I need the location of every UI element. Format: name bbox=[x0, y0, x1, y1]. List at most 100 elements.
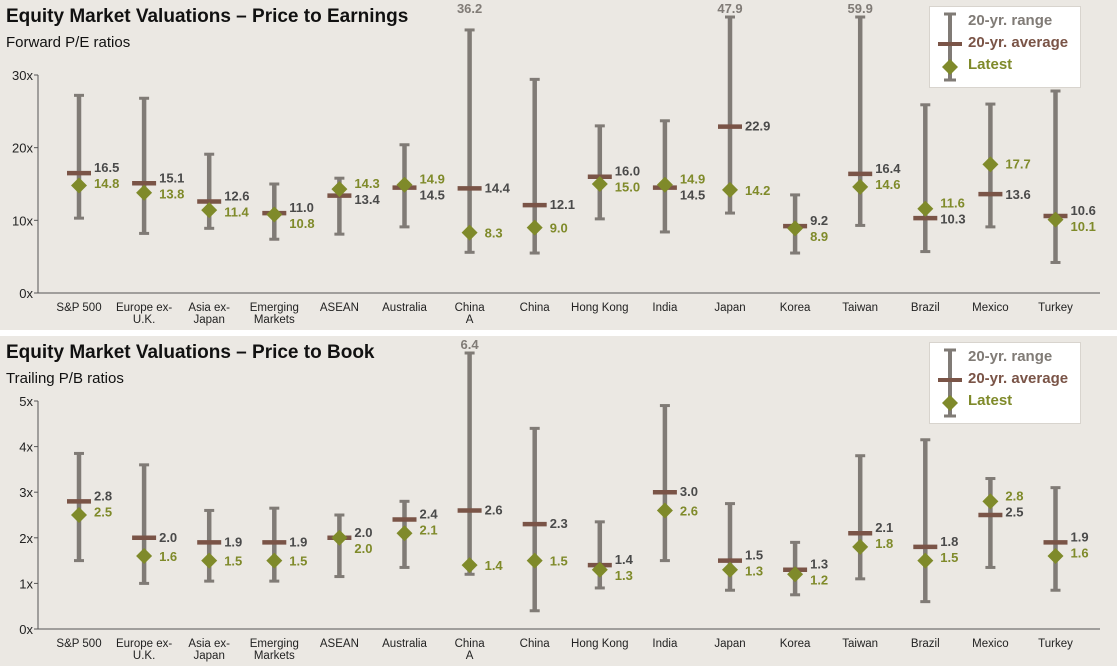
y-tick-label: 3x bbox=[19, 485, 33, 500]
average-label: 16.5 bbox=[94, 160, 119, 175]
average-label: 2.4 bbox=[420, 507, 439, 522]
category-label: Markets bbox=[254, 314, 295, 326]
average-label: 10.3 bbox=[940, 212, 965, 227]
average-label: 2.5 bbox=[1005, 504, 1023, 519]
average-label: 2.1 bbox=[875, 520, 893, 535]
average-label: 16.0 bbox=[615, 164, 640, 179]
legend-label-range: 20-yr. range bbox=[968, 348, 1053, 365]
category-label: Europe ex- bbox=[116, 638, 172, 650]
category-label: Australia bbox=[382, 638, 427, 650]
latest-marker bbox=[396, 176, 413, 193]
category-label: China bbox=[520, 638, 551, 650]
range-high-label: 36.2 bbox=[457, 1, 482, 16]
average-label: 3.0 bbox=[680, 484, 698, 499]
latest-label: 1.6 bbox=[1071, 545, 1089, 560]
category-label: Taiwan bbox=[842, 302, 878, 314]
latest-marker bbox=[331, 181, 348, 198]
range-whisker-icon bbox=[944, 348, 956, 369]
latest-marker bbox=[591, 561, 608, 578]
average-label: 14.5 bbox=[420, 188, 445, 203]
latest-marker bbox=[591, 176, 608, 192]
chart-title: Equity Market Valuations – Price to Book bbox=[6, 342, 375, 363]
category-label: Turkey bbox=[1038, 302, 1073, 314]
latest-marker bbox=[917, 200, 934, 217]
category-label: ASEAN bbox=[320, 302, 359, 314]
latest-label: 14.8 bbox=[94, 176, 119, 191]
average-label: 1.9 bbox=[224, 534, 242, 549]
category-label: A bbox=[466, 314, 474, 326]
y-tick-label: 2x bbox=[19, 531, 33, 546]
category-label: U.K. bbox=[133, 650, 155, 662]
category-label: India bbox=[652, 638, 678, 650]
latest-marker bbox=[1047, 211, 1064, 228]
latest-label: 13.8 bbox=[159, 186, 184, 201]
average-label: 2.0 bbox=[159, 530, 177, 545]
latest-marker bbox=[982, 156, 999, 173]
category-label: U.K. bbox=[133, 314, 155, 326]
latest-label: 1.2 bbox=[810, 573, 828, 588]
legend-item-range: 20-yr. range bbox=[930, 11, 1080, 33]
pe-chart-svg: 0x 10x 20x 30x 16.514.8 S&P 500 15.113.8 Europe… bbox=[12, 1, 1100, 326]
category-label: China bbox=[455, 638, 486, 650]
average-label: 1.4 bbox=[615, 552, 634, 567]
legend-item-average: 20-yr. average bbox=[930, 33, 1080, 55]
average-label: 11.0 bbox=[289, 200, 314, 215]
category-label: Asia ex- bbox=[188, 638, 230, 650]
latest-label: 1.3 bbox=[615, 568, 633, 583]
pe-chart-panel: Equity Market Valuations – Price to Earn… bbox=[0, 0, 1117, 330]
latest-marker bbox=[526, 219, 543, 236]
category-label: Brazil bbox=[911, 638, 940, 650]
category-label: Hong Kong bbox=[571, 302, 629, 314]
legend-label-range: 20-yr. range bbox=[968, 12, 1053, 29]
average-label: 13.6 bbox=[1005, 187, 1030, 202]
latest-label: 14.9 bbox=[420, 172, 445, 187]
latest-label: 2.5 bbox=[94, 504, 112, 519]
legend-item-latest: Latest bbox=[930, 55, 1080, 82]
latest-marker bbox=[722, 561, 738, 578]
average-label: 2.6 bbox=[485, 502, 503, 517]
average-label: 13.4 bbox=[354, 192, 380, 207]
latest-label: 8.9 bbox=[810, 229, 828, 244]
latest-marker bbox=[982, 493, 999, 510]
y-tick-label: 0x bbox=[19, 286, 33, 301]
legend-item-average: 20-yr. average bbox=[930, 369, 1080, 391]
y-tick-label: 10x bbox=[12, 213, 33, 228]
range-high-label: 59.9 bbox=[848, 1, 873, 16]
chart-subtitle: Trailing P/B ratios bbox=[6, 370, 124, 387]
y-tick-label: 20x bbox=[12, 141, 33, 156]
category-label: Asia ex- bbox=[188, 302, 230, 314]
latest-label: 14.9 bbox=[680, 172, 705, 187]
category-label: Brazil bbox=[911, 302, 940, 314]
average-label: 14.5 bbox=[680, 188, 705, 203]
latest-label: 1.5 bbox=[550, 554, 568, 569]
average-label: 16.4 bbox=[875, 161, 901, 176]
latest-marker bbox=[461, 224, 478, 241]
legend-label-latest: Latest bbox=[968, 56, 1013, 73]
range-high-label: 47.9 bbox=[717, 1, 742, 16]
legend-label-latest: Latest bbox=[968, 392, 1013, 409]
legend-item-latest: Latest bbox=[930, 391, 1080, 418]
category-label: S&P 500 bbox=[56, 638, 101, 650]
average-label: 2.8 bbox=[94, 488, 112, 503]
latest-label: 1.5 bbox=[224, 554, 242, 569]
average-label: 1.9 bbox=[289, 534, 307, 549]
y-tick-label: 0x bbox=[19, 622, 33, 637]
latest-label: 1.8 bbox=[875, 536, 893, 551]
latest-label: 1.5 bbox=[940, 550, 958, 565]
latest-label: 9.0 bbox=[550, 221, 568, 236]
category-label: Japan bbox=[194, 314, 225, 326]
latest-marker bbox=[656, 502, 673, 519]
category-label: Mexico bbox=[972, 302, 1008, 314]
latest-marker bbox=[201, 202, 218, 219]
latest-label: 14.2 bbox=[745, 183, 770, 198]
latest-marker bbox=[787, 566, 804, 583]
legend-label-average: 20-yr. average bbox=[968, 370, 1069, 387]
category-label: Australia bbox=[382, 302, 427, 314]
category-label: Emerging bbox=[250, 638, 299, 650]
latest-diamond-icon bbox=[942, 55, 958, 82]
y-tick-label: 4x bbox=[19, 440, 33, 455]
latest-marker bbox=[136, 184, 153, 201]
latest-marker bbox=[71, 177, 87, 194]
average-label: 9.2 bbox=[810, 213, 828, 228]
